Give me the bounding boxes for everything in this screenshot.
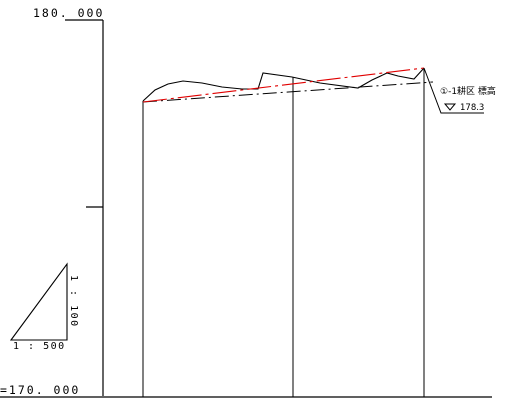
- reference-dash-dot-line: [142, 81, 434, 103]
- elevation-leader: [423, 67, 484, 114]
- elevation-triangle-icon: [443, 103, 457, 111]
- design-line: [142, 67, 425, 103]
- existing-ground-profile: [142, 67, 425, 102]
- top-datum-label: 180. 000: [33, 6, 104, 20]
- elevation-value: 178.3: [460, 103, 484, 113]
- scale-triangle: [9, 262, 68, 341]
- vertical-scale-label: 1 : 100: [68, 275, 79, 328]
- bottom-datum-label: =170. 000: [0, 383, 80, 397]
- horizontal-scale-label: 1 : 500: [13, 341, 66, 352]
- plot-name-label: ①-1耕区 標高: [440, 85, 496, 97]
